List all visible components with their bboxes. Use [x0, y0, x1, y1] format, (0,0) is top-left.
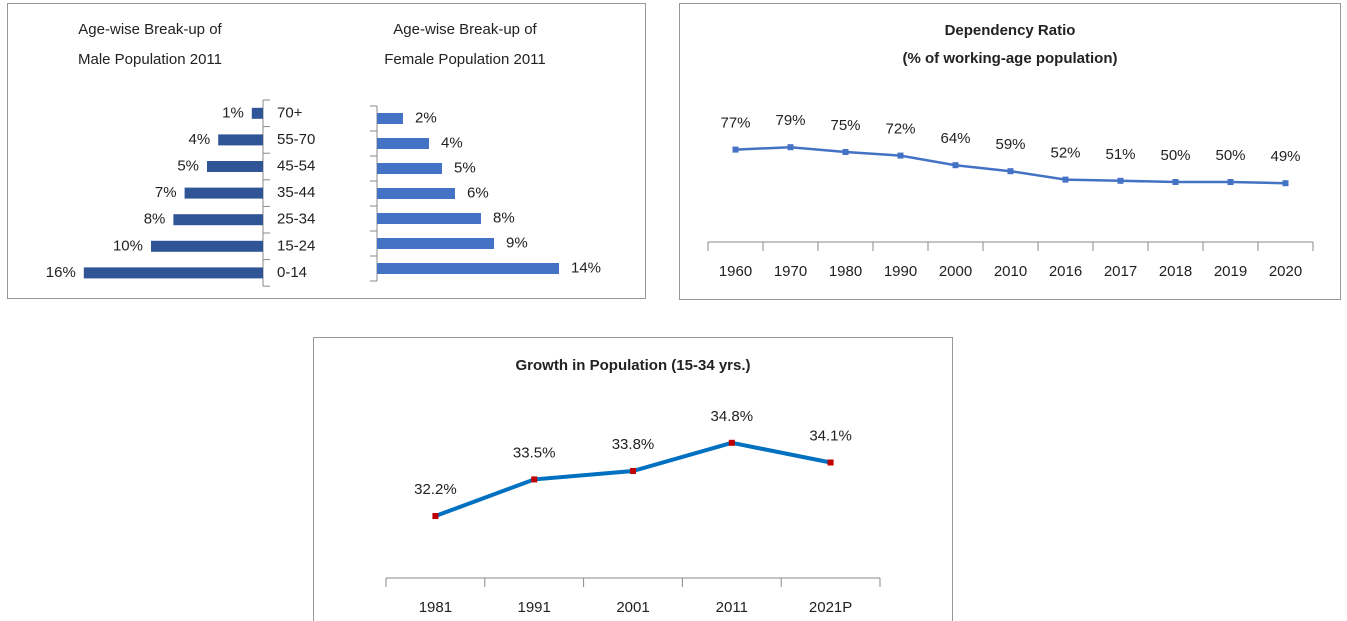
marker [897, 152, 904, 159]
x-tick-label: 1960 [719, 263, 752, 280]
data-label: 2% [415, 109, 437, 126]
data-label: 32.2% [414, 481, 457, 498]
marker [1117, 177, 1124, 184]
chart-title: Age-wise Break-up of [78, 21, 222, 38]
data-label: 33.8% [612, 436, 655, 453]
marker [842, 149, 849, 155]
bar [377, 188, 455, 199]
marker [1227, 179, 1234, 185]
x-tick-label: 2011 [716, 599, 748, 616]
bar [207, 161, 263, 172]
data-label: 5% [454, 159, 476, 176]
data-label: 50% [1160, 147, 1190, 164]
frame [313, 337, 953, 621]
chart-title: Dependency Ratio [945, 22, 1076, 39]
data-label: 77% [720, 115, 750, 132]
data-label: 4% [189, 131, 211, 148]
marker [1007, 168, 1014, 175]
data-label: 75% [830, 117, 860, 134]
data-label: 52% [1050, 145, 1080, 162]
frame [7, 3, 646, 299]
data-label: 7% [155, 184, 177, 201]
x-tick-label: 1981 [419, 599, 452, 616]
marker [531, 476, 538, 483]
bar [251, 107, 263, 119]
bar [377, 113, 403, 124]
x-tick-label: 1991 [518, 599, 551, 616]
marker [827, 459, 834, 466]
x-tick-label: 1990 [884, 263, 917, 280]
data-label: 8% [493, 209, 515, 226]
marker [1062, 176, 1069, 183]
x-tick-label: 1970 [774, 263, 807, 280]
data-label: 16% [46, 264, 76, 281]
marker [732, 146, 739, 153]
data-label: 34.1% [809, 427, 852, 444]
chart-title: Female Population 2011 [384, 51, 546, 68]
data-label: 8% [144, 211, 166, 228]
bar [173, 214, 263, 226]
category-label: 55-70 [277, 131, 315, 148]
bar [151, 240, 263, 252]
bar [377, 213, 481, 224]
data-label: 59% [995, 136, 1025, 153]
bar [377, 238, 494, 249]
x-tick-label: 2010 [994, 263, 1027, 280]
x-tick-label: 1980 [829, 263, 862, 280]
x-tick-label: 2021P [809, 599, 852, 616]
data-label: 51% [1105, 146, 1135, 163]
bar [184, 187, 263, 199]
marker [630, 467, 636, 474]
category-label: 35-44 [277, 184, 315, 201]
data-label: 33.5% [513, 444, 556, 461]
marker [432, 513, 439, 520]
x-tick-label: 2001 [616, 599, 649, 616]
x-tick-label: 2018 [1159, 263, 1192, 280]
data-label: 14% [571, 259, 601, 276]
category-label: 70+ [277, 104, 303, 121]
data-label: 9% [506, 234, 528, 251]
marker [787, 144, 794, 151]
data-label: 64% [940, 130, 970, 147]
data-label: 6% [467, 184, 489, 201]
frame [679, 3, 1341, 300]
data-label: 49% [1270, 148, 1300, 165]
bar [83, 267, 263, 279]
chart-title: Male Population 2011 [78, 51, 222, 68]
data-label: 72% [885, 121, 915, 138]
x-tick-label: 2016 [1049, 263, 1082, 280]
x-tick-label: 2020 [1269, 263, 1302, 280]
data-label: 79% [775, 112, 805, 129]
bar [218, 134, 263, 146]
data-label: 10% [113, 237, 143, 254]
chart-subtitle: (% of working-age population) [903, 50, 1118, 67]
category-label: 15-24 [277, 237, 315, 254]
data-label: 4% [441, 134, 463, 151]
bar [377, 163, 442, 174]
category-label: 45-54 [277, 157, 315, 174]
chart-title: Growth in Population (15-34 yrs.) [515, 357, 750, 374]
x-tick-label: 2019 [1214, 263, 1247, 280]
data-label: 50% [1215, 147, 1245, 164]
data-label: 1% [222, 104, 244, 121]
x-tick-label: 2017 [1104, 263, 1137, 280]
marker [1282, 180, 1289, 187]
bar [377, 263, 559, 274]
marker [728, 439, 735, 446]
marker [952, 162, 959, 169]
chart-title: Age-wise Break-up of [393, 21, 537, 38]
x-tick-label: 2000 [939, 263, 972, 280]
data-label: 5% [177, 157, 199, 174]
category-label: 0-14 [277, 264, 307, 281]
bar [377, 138, 429, 149]
marker [1172, 179, 1179, 185]
data-label: 34.8% [711, 408, 754, 425]
category-label: 25-34 [277, 211, 315, 228]
